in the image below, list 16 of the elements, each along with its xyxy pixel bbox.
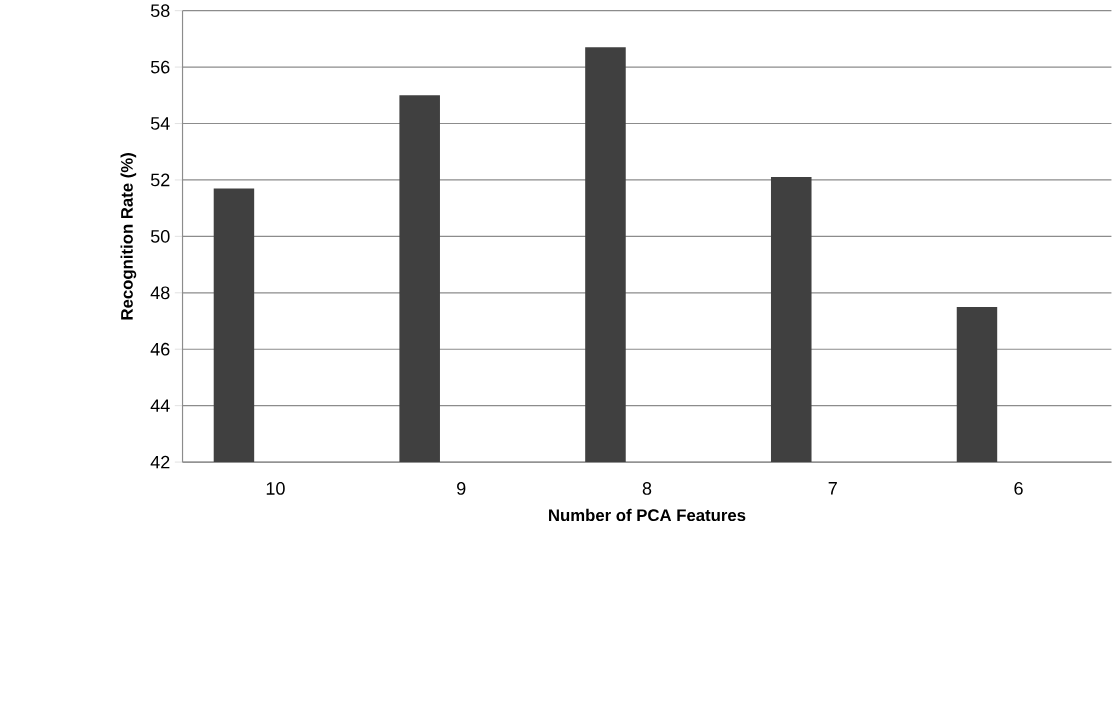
- y-tick-label: 54: [150, 117, 170, 130]
- y-tick-label: 56: [150, 60, 170, 74]
- x-axis-title: Number of PCA Features: [549, 509, 746, 522]
- y-tick-label: 52: [150, 173, 170, 187]
- x-tick-label: 9: [457, 482, 466, 496]
- x-tick-label: 8: [642, 482, 652, 496]
- x-tick-label: 6: [1014, 482, 1023, 496]
- y-tick-label: 44: [150, 399, 170, 413]
- y-tick-label: 42: [150, 455, 170, 469]
- y-tick-label: 48: [150, 286, 170, 300]
- y-tick-label: 50: [150, 230, 170, 243]
- y-tick-label: 46: [150, 343, 170, 356]
- x-tick-label: 10: [266, 482, 285, 496]
- y-tick-label: 58: [150, 4, 170, 18]
- y-axis-title: Recognition Rate (%): [120, 153, 137, 320]
- x-tick-label: 7: [828, 482, 837, 495]
